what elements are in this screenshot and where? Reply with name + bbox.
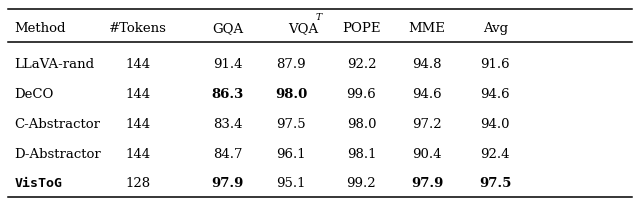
- Text: 94.6: 94.6: [412, 88, 442, 101]
- Text: 95.1: 95.1: [276, 177, 306, 190]
- Text: 97.9: 97.9: [211, 177, 244, 190]
- Text: 144: 144: [126, 58, 151, 71]
- Text: 97.2: 97.2: [412, 118, 442, 131]
- Text: 97.5: 97.5: [479, 177, 511, 190]
- Text: 90.4: 90.4: [412, 148, 442, 161]
- Text: 87.9: 87.9: [276, 58, 306, 71]
- Text: 98.1: 98.1: [347, 148, 376, 161]
- Text: 92.4: 92.4: [481, 148, 510, 161]
- Text: 144: 144: [126, 118, 151, 131]
- Text: #Tokens: #Tokens: [109, 22, 167, 35]
- Text: 94.8: 94.8: [412, 58, 442, 71]
- Text: 99.2: 99.2: [347, 177, 376, 190]
- Text: MME: MME: [408, 22, 445, 35]
- Text: 86.3: 86.3: [211, 88, 244, 101]
- Text: 92.2: 92.2: [347, 58, 376, 71]
- Text: T: T: [316, 13, 322, 22]
- Text: 128: 128: [126, 177, 151, 190]
- Text: 97.9: 97.9: [411, 177, 444, 190]
- Text: 94.6: 94.6: [481, 88, 510, 101]
- Text: D-Abstractor: D-Abstractor: [14, 148, 101, 161]
- Text: Avg: Avg: [483, 22, 508, 35]
- Text: 83.4: 83.4: [213, 118, 243, 131]
- Text: 94.0: 94.0: [481, 118, 510, 131]
- Text: Method: Method: [14, 22, 66, 35]
- Text: C-Abstractor: C-Abstractor: [14, 118, 100, 131]
- Text: 84.7: 84.7: [213, 148, 243, 161]
- Text: 96.1: 96.1: [276, 148, 306, 161]
- Text: 98.0: 98.0: [275, 88, 307, 101]
- Text: LLaVA-rand: LLaVA-rand: [14, 58, 94, 71]
- Text: 144: 144: [126, 148, 151, 161]
- Text: 91.4: 91.4: [213, 58, 243, 71]
- Text: DeCO: DeCO: [14, 88, 54, 101]
- Text: VQA: VQA: [288, 22, 318, 35]
- Text: POPE: POPE: [342, 22, 381, 35]
- Text: GQA: GQA: [212, 22, 243, 35]
- Text: 99.6: 99.6: [346, 88, 376, 101]
- Text: VisToG: VisToG: [14, 177, 62, 190]
- Text: 144: 144: [126, 88, 151, 101]
- Text: 97.5: 97.5: [276, 118, 306, 131]
- Text: 98.0: 98.0: [347, 118, 376, 131]
- Text: 91.6: 91.6: [481, 58, 510, 71]
